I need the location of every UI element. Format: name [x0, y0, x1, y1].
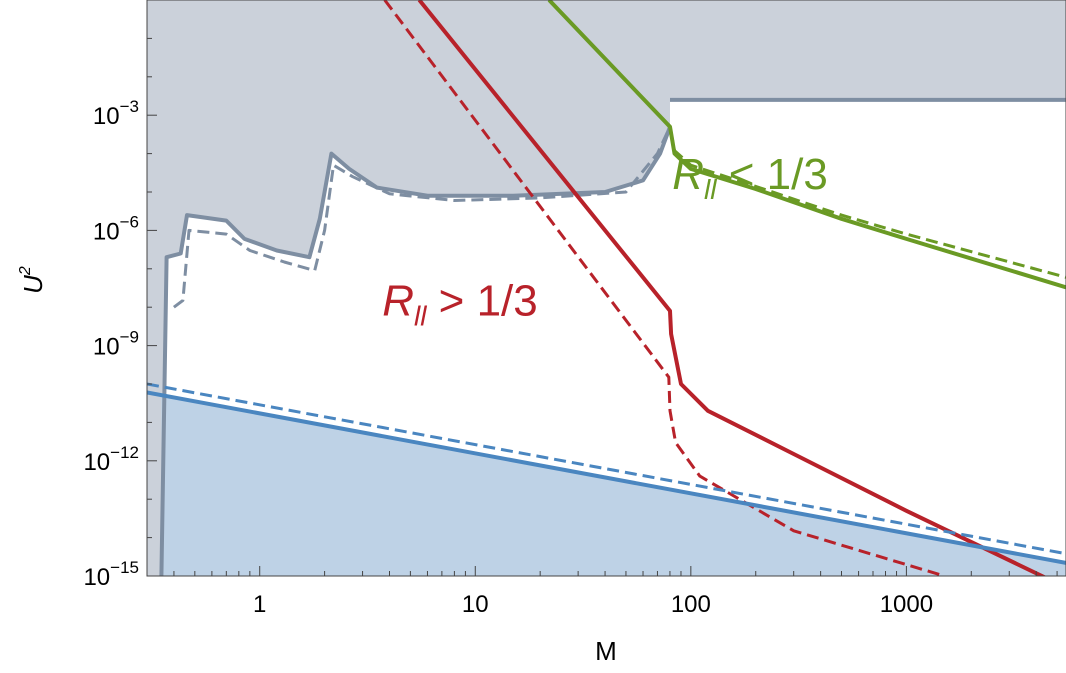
series-red-dashed — [383, 0, 945, 576]
y-axis-title: U2 — [17, 266, 48, 294]
excluded-region-fill — [147, 0, 1066, 576]
series-excluded-bound-dashed — [172, 126, 672, 309]
y-tick-label: 10−12 — [83, 443, 139, 476]
series-green-dashed — [548, 0, 1066, 279]
plot-border — [146, 0, 1066, 577]
shaded-regions — [147, 0, 1066, 576]
lower-region-fill — [147, 392, 1066, 576]
series-red-solid — [417, 0, 1047, 576]
annotations: Rll < 1/3 Rll > 1/3 — [382, 150, 828, 332]
series-lower-dashed — [147, 382, 1066, 556]
y-tick-label: 10−9 — [93, 328, 139, 361]
series-lines — [147, 0, 1066, 576]
y-tick-label: 10−6 — [93, 212, 139, 245]
x-tick-label: 1000 — [880, 591, 933, 618]
y-axis-title-sup: 2 — [17, 266, 34, 276]
series-lower-solid — [147, 390, 1066, 565]
y-tick-label: 10−15 — [83, 558, 139, 591]
x-axis-title: M — [595, 636, 617, 666]
x-tick-label: 10 — [462, 591, 489, 618]
series-excluded-bound-solid — [159, 126, 672, 576]
axis-ticks: 1 10 100 1000 10−3 10−6 10−9 10−12 10−15 — [83, 37, 1058, 618]
series-green-solid — [547, 0, 1066, 290]
y-axis-title-main: U — [18, 275, 48, 294]
annotation-1: Rll > 1/3 — [382, 277, 538, 332]
annotation-0: Rll < 1/3 — [672, 150, 828, 205]
y-tick-label: 10−3 — [93, 97, 139, 130]
low-mass-exclusion-strip — [147, 0, 162, 576]
plot-frame — [146, 0, 1066, 577]
svg-text:U2: U2 — [17, 266, 48, 294]
x-tick-label: 100 — [671, 591, 711, 618]
x-tick-label: 1 — [253, 591, 266, 618]
